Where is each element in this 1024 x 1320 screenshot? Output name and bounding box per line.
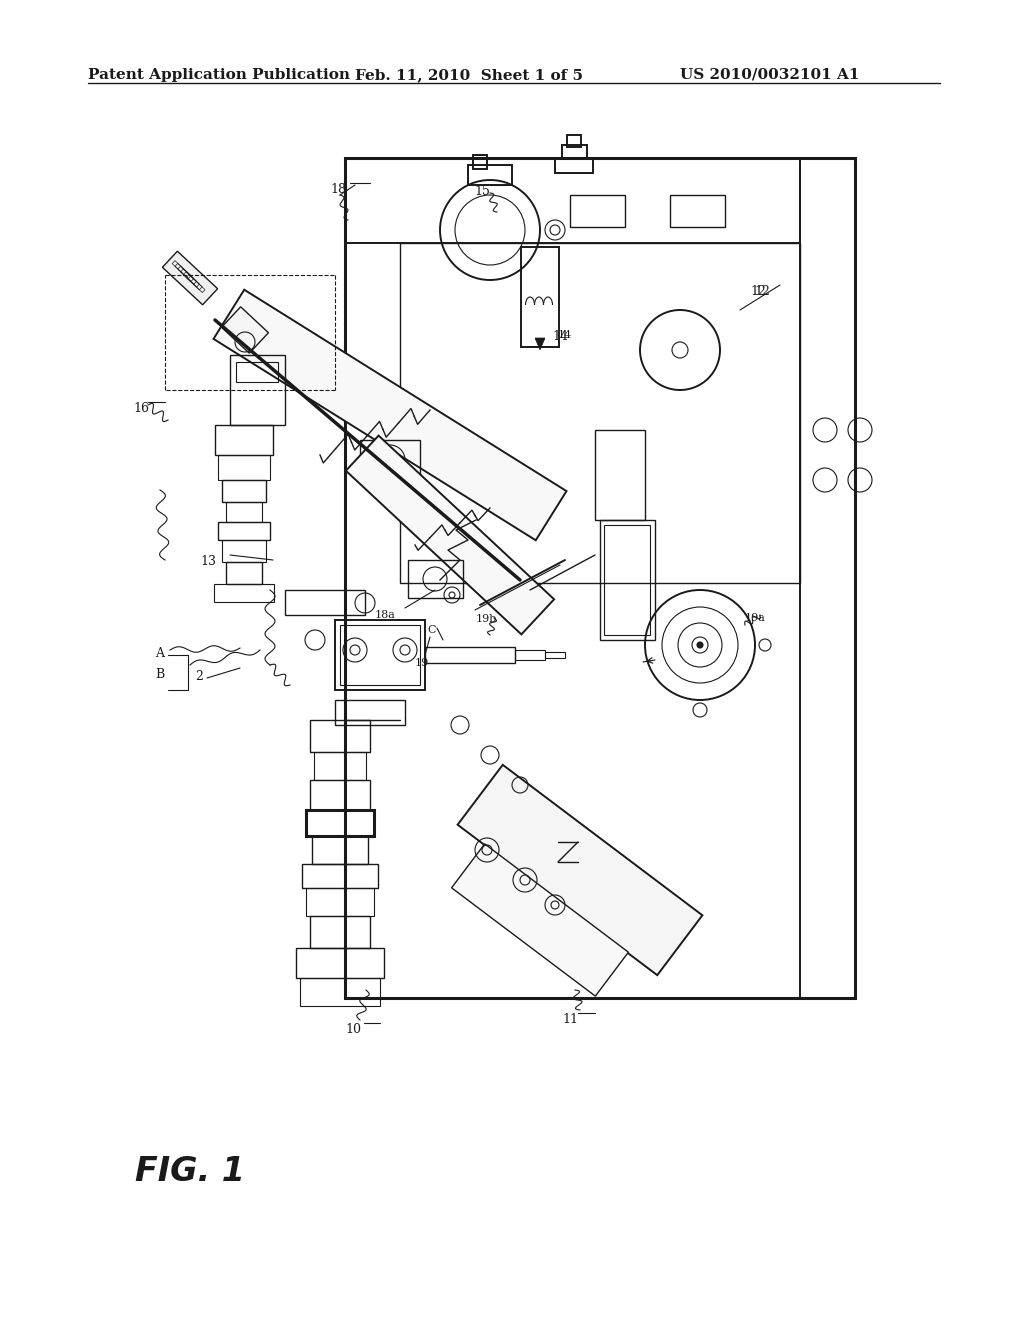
Text: 2: 2: [195, 671, 203, 682]
Text: FIG. 1: FIG. 1: [135, 1155, 245, 1188]
Bar: [570, 195, 625, 227]
Text: 11: 11: [562, 1012, 578, 1026]
Polygon shape: [163, 251, 218, 305]
Bar: [595, 430, 645, 520]
Bar: [222, 480, 266, 502]
Bar: [296, 948, 384, 978]
Text: 18: 18: [330, 183, 346, 195]
Bar: [473, 154, 487, 169]
Text: 19: 19: [415, 657, 429, 668]
Bar: [521, 247, 559, 347]
Text: 19a: 19a: [745, 612, 766, 623]
Bar: [218, 455, 270, 480]
Text: 15: 15: [474, 185, 489, 198]
Bar: [555, 158, 593, 173]
Bar: [226, 502, 262, 521]
Bar: [515, 649, 545, 660]
Text: 13: 13: [200, 554, 216, 568]
Bar: [300, 978, 380, 1006]
Text: 10: 10: [345, 1023, 361, 1036]
Bar: [335, 700, 406, 725]
Text: Patent Application Publication: Patent Application Publication: [88, 69, 350, 82]
Bar: [545, 652, 565, 657]
Bar: [310, 780, 370, 810]
Polygon shape: [535, 338, 545, 350]
Bar: [340, 624, 420, 685]
Polygon shape: [452, 843, 629, 997]
Bar: [360, 440, 420, 480]
Polygon shape: [346, 436, 554, 635]
Text: 19b: 19b: [476, 614, 498, 624]
Bar: [400, 243, 800, 583]
Bar: [306, 888, 374, 916]
Bar: [285, 590, 365, 615]
Bar: [312, 836, 368, 865]
Bar: [306, 810, 374, 836]
Bar: [218, 521, 270, 540]
Text: US 2010/0032101 A1: US 2010/0032101 A1: [680, 69, 859, 82]
Polygon shape: [221, 306, 268, 354]
Bar: [670, 195, 725, 227]
Text: 12: 12: [750, 285, 766, 298]
Bar: [214, 583, 274, 602]
Text: C: C: [427, 624, 435, 635]
Bar: [408, 560, 463, 598]
Bar: [226, 562, 262, 583]
Bar: [314, 752, 366, 780]
Text: 16: 16: [133, 403, 150, 414]
Text: B: B: [155, 668, 164, 681]
Text: 14: 14: [558, 330, 572, 341]
Bar: [345, 158, 855, 998]
Bar: [222, 540, 266, 562]
Bar: [468, 165, 512, 185]
Circle shape: [697, 642, 703, 648]
Bar: [800, 158, 855, 998]
Bar: [215, 425, 273, 455]
Bar: [335, 620, 425, 690]
Bar: [567, 135, 581, 147]
Bar: [600, 520, 655, 640]
Text: 18a: 18a: [375, 610, 396, 620]
Text: 14: 14: [552, 330, 568, 343]
Text: Feb. 11, 2010  Sheet 1 of 5: Feb. 11, 2010 Sheet 1 of 5: [355, 69, 583, 82]
Bar: [310, 916, 370, 948]
Text: 12: 12: [754, 285, 770, 298]
Bar: [604, 525, 650, 635]
Bar: [345, 158, 800, 243]
Polygon shape: [213, 289, 566, 540]
Bar: [310, 719, 370, 752]
Bar: [236, 362, 278, 381]
Bar: [230, 355, 285, 425]
Bar: [562, 145, 587, 158]
Bar: [302, 865, 378, 888]
Polygon shape: [458, 764, 702, 975]
Text: A: A: [155, 647, 164, 660]
Bar: [425, 647, 515, 663]
